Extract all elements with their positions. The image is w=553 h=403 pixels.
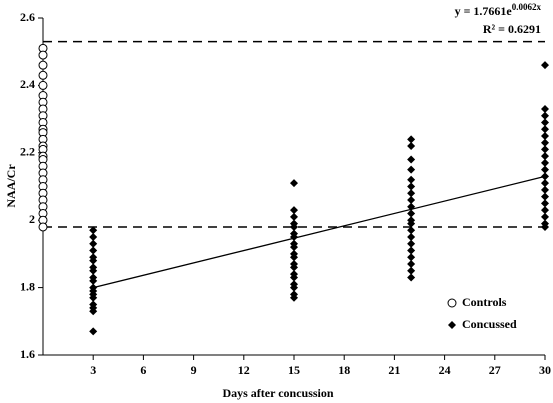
y-tick-label: 2 — [29, 212, 35, 226]
concussed-point — [407, 273, 416, 282]
concussed-point — [541, 192, 549, 201]
legend-label: Controls — [462, 295, 507, 309]
concussed-point — [541, 152, 549, 161]
concussed-point — [407, 165, 416, 174]
x-tick-label: 9 — [191, 363, 197, 377]
concussed-point — [541, 138, 549, 147]
concussed-point — [541, 165, 549, 174]
concussed-point — [541, 179, 549, 188]
concussed-point — [407, 142, 416, 151]
legend-marker — [447, 298, 457, 308]
control-point — [38, 60, 48, 70]
concussed-point — [290, 273, 298, 282]
concussed-point — [541, 212, 549, 221]
equation-base: y = 1.7661e — [455, 4, 513, 18]
concussed-point — [89, 307, 98, 316]
concussed-point — [407, 175, 416, 184]
concussed-point — [541, 104, 549, 113]
r-squared: R² = 0.6291 — [483, 22, 541, 36]
concussed-point — [407, 155, 416, 164]
concussed-point — [290, 179, 298, 188]
concussed-point — [407, 233, 416, 242]
concussed-point — [541, 222, 549, 231]
concussed-point — [541, 61, 549, 70]
legend-marker — [448, 321, 456, 329]
concussed-point — [407, 135, 416, 144]
concussed-point — [89, 276, 98, 285]
concussed-point — [541, 145, 549, 154]
concussed-point — [89, 293, 98, 302]
concussed-point — [407, 253, 416, 262]
concussed-point — [407, 260, 416, 269]
control-point — [38, 70, 48, 80]
concussed-point — [407, 195, 416, 204]
concussed-point — [541, 158, 549, 167]
concussed-point — [290, 243, 298, 252]
control-point — [38, 222, 48, 232]
equation-exponent: 0.0062x — [512, 2, 542, 12]
x-tick-label: 12 — [238, 363, 250, 377]
y-tick-label: 1.8 — [20, 279, 35, 293]
concussed-point — [89, 239, 98, 248]
legend-label: Concussed — [462, 317, 517, 331]
x-tick-label: 27 — [489, 363, 501, 377]
concussed-point — [290, 206, 298, 215]
concussed-point — [407, 239, 416, 248]
concussed-point — [89, 327, 98, 336]
concussed-point — [407, 266, 416, 275]
concussed-point — [290, 253, 298, 262]
concussed-point — [89, 226, 98, 235]
concussed-point — [541, 206, 549, 215]
concussed-point — [290, 212, 298, 221]
y-tick-label: 2.6 — [20, 10, 35, 24]
concussed-point — [89, 256, 98, 265]
x-tick-label: 15 — [288, 363, 300, 377]
control-point — [38, 80, 48, 90]
concussed-point — [541, 185, 549, 194]
x-tick-label: 30 — [539, 363, 551, 377]
concussed-point — [407, 189, 416, 198]
concussed-point — [541, 199, 549, 208]
concussed-point — [541, 125, 549, 134]
y-tick-label: 2.4 — [20, 77, 35, 91]
x-tick-label: 6 — [140, 363, 146, 377]
concussed-point — [541, 131, 549, 140]
concussed-point — [541, 118, 549, 127]
control-point — [38, 50, 48, 60]
concussed-point — [407, 226, 416, 235]
concussed-point — [407, 219, 416, 228]
x-axis-label: Days after concussion — [222, 386, 333, 400]
x-tick-label: 24 — [439, 363, 451, 377]
y-tick-label: 1.6 — [20, 347, 35, 361]
concussed-point — [290, 222, 298, 231]
concussed-point — [407, 246, 416, 255]
trend-line — [93, 175, 546, 289]
concussed-point — [290, 263, 298, 272]
x-tick-label: 21 — [388, 363, 400, 377]
equation: y = 1.7661e0.0062x — [455, 2, 542, 18]
concussed-point — [407, 182, 416, 191]
y-tick-label: 2.2 — [20, 145, 35, 159]
concussed-point — [89, 266, 98, 275]
concussed-point — [290, 293, 298, 302]
concussed-point — [89, 246, 98, 255]
x-tick-label: 18 — [338, 363, 350, 377]
concussed-point — [541, 111, 549, 120]
y-axis-label: NAA/Cr — [4, 164, 18, 208]
concussed-point — [290, 283, 298, 292]
concussed-point — [407, 209, 416, 218]
concussed-point — [89, 233, 98, 242]
x-tick-label: 3 — [90, 363, 96, 377]
